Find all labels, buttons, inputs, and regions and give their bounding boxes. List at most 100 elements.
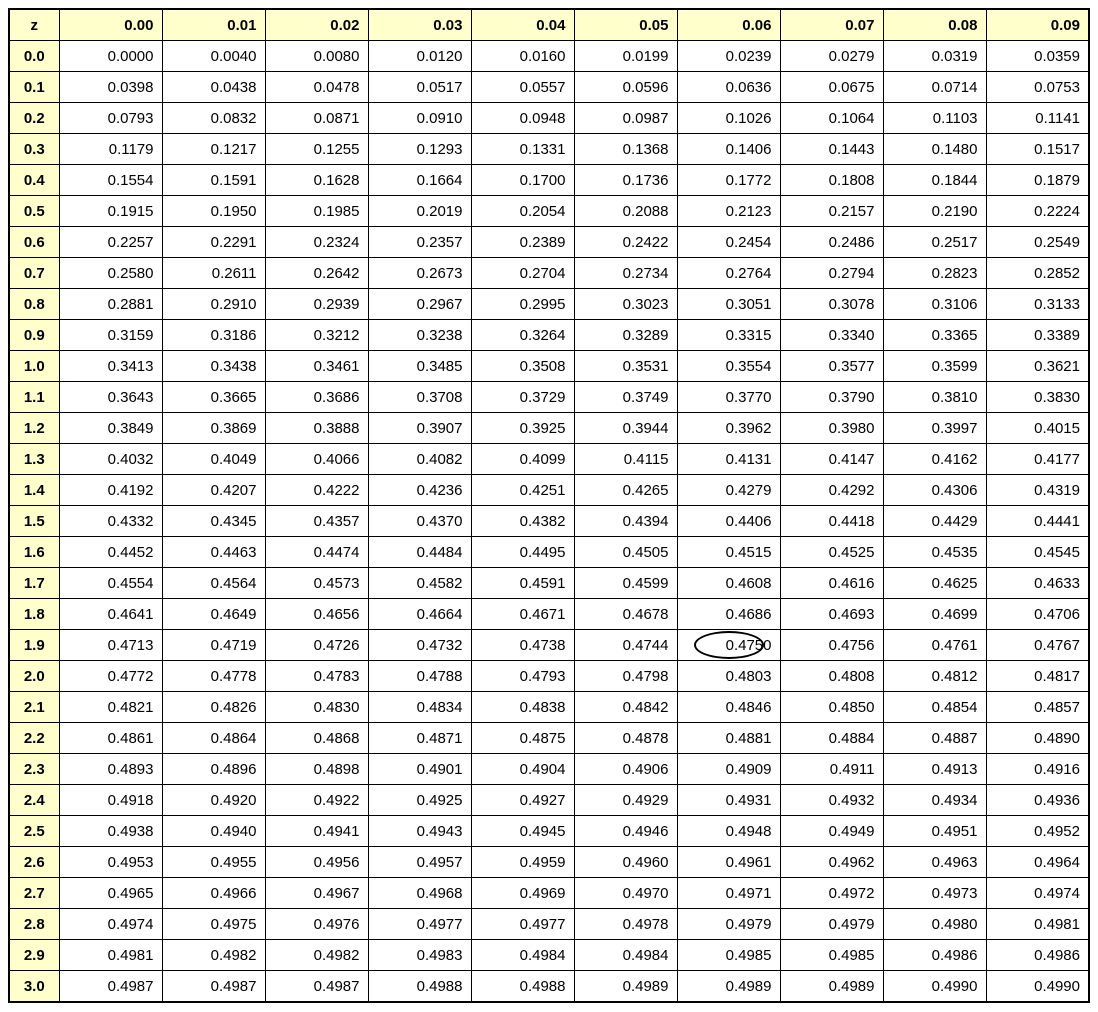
cell: 0.3289	[574, 320, 677, 351]
cell: 0.2549	[986, 227, 1089, 258]
cell: 0.4987	[265, 971, 368, 1003]
cell: 0.4834	[368, 692, 471, 723]
row-header: 1.8	[9, 599, 59, 630]
cell: 0.4207	[162, 475, 265, 506]
cell: 0.3485	[368, 351, 471, 382]
table-row: 1.20.38490.38690.38880.39070.39250.39440…	[9, 413, 1089, 444]
cell: 0.3729	[471, 382, 574, 413]
cell: 0.3106	[883, 289, 986, 320]
col-header: 0.09	[986, 9, 1089, 41]
cell: 0.2123	[677, 196, 780, 227]
cell: 0.0793	[59, 103, 162, 134]
cell: 0.4726	[265, 630, 368, 661]
cell: 0.4599	[574, 568, 677, 599]
cell: 0.4982	[265, 940, 368, 971]
col-header: 0.01	[162, 9, 265, 41]
cell: 0.3554	[677, 351, 780, 382]
cell: 0.4987	[162, 971, 265, 1003]
cell: 0.4916	[986, 754, 1089, 785]
cell: 0.0279	[780, 41, 883, 72]
row-header: 0.4	[9, 165, 59, 196]
row-header: 1.4	[9, 475, 59, 506]
cell: 0.0359	[986, 41, 1089, 72]
cell: 0.4909	[677, 754, 780, 785]
cell: 0.1103	[883, 103, 986, 134]
cell: 0.0000	[59, 41, 162, 72]
cell: 0.1293	[368, 134, 471, 165]
cell: 0.4966	[162, 878, 265, 909]
cell: 0.4406	[677, 506, 780, 537]
cell: 0.4251	[471, 475, 574, 506]
cell: 0.4968	[368, 878, 471, 909]
cell: 0.4693	[780, 599, 883, 630]
z-table: z 0.00 0.01 0.02 0.03 0.04 0.05 0.06 0.0…	[8, 8, 1090, 1003]
cell: 0.0714	[883, 72, 986, 103]
cell: 0.4982	[162, 940, 265, 971]
cell: 0.4463	[162, 537, 265, 568]
cell: 0.4979	[780, 909, 883, 940]
cell: 0.4744	[574, 630, 677, 661]
cell: 0.4738	[471, 630, 574, 661]
cell: 0.3531	[574, 351, 677, 382]
table-row: 2.30.48930.48960.48980.49010.49040.49060…	[9, 754, 1089, 785]
cell: 0.4941	[265, 816, 368, 847]
cell: 0.4953	[59, 847, 162, 878]
cell: 0.4131	[677, 444, 780, 475]
cell: 0.3413	[59, 351, 162, 382]
cell: 0.0040	[162, 41, 265, 72]
cell: 0.0398	[59, 72, 162, 103]
cell: 0.4625	[883, 568, 986, 599]
cell: 0.4015	[986, 413, 1089, 444]
cell: 0.4564	[162, 568, 265, 599]
cell: 0.2881	[59, 289, 162, 320]
cell: 0.0948	[471, 103, 574, 134]
cell: 0.4984	[471, 940, 574, 971]
row-header: 1.5	[9, 506, 59, 537]
col-header: 0.06	[677, 9, 780, 41]
cell: 0.3944	[574, 413, 677, 444]
cell: 0.2704	[471, 258, 574, 289]
cell: 0.4495	[471, 537, 574, 568]
cell: 0.1915	[59, 196, 162, 227]
cell: 0.4778	[162, 661, 265, 692]
cell: 0.4608	[677, 568, 780, 599]
cell: 0.4969	[471, 878, 574, 909]
cell: 0.4854	[883, 692, 986, 723]
table-row: 0.20.07930.08320.08710.09100.09480.09870…	[9, 103, 1089, 134]
row-header: 0.6	[9, 227, 59, 258]
cell: 0.3599	[883, 351, 986, 382]
row-header: 1.2	[9, 413, 59, 444]
cell: 0.4761	[883, 630, 986, 661]
cell: 0.4884	[780, 723, 883, 754]
cell: 0.4525	[780, 537, 883, 568]
cell: 0.3665	[162, 382, 265, 413]
cell: 0.4505	[574, 537, 677, 568]
cell: 0.2190	[883, 196, 986, 227]
row-header: 1.1	[9, 382, 59, 413]
row-header: 1.3	[9, 444, 59, 475]
col-header: 0.03	[368, 9, 471, 41]
cell: 0.0557	[471, 72, 574, 103]
row-header: 0.5	[9, 196, 59, 227]
cell: 0.1772	[677, 165, 780, 196]
cell: 0.3708	[368, 382, 471, 413]
cell: 0.1331	[471, 134, 574, 165]
cell: 0.4292	[780, 475, 883, 506]
cell: 0.4861	[59, 723, 162, 754]
cell: 0.2939	[265, 289, 368, 320]
cell: 0.4929	[574, 785, 677, 816]
cell: 0.4972	[780, 878, 883, 909]
cell: 0.4984	[574, 940, 677, 971]
cell: 0.0438	[162, 72, 265, 103]
cell: 0.4772	[59, 661, 162, 692]
col-header: 0.00	[59, 9, 162, 41]
row-header: 1.6	[9, 537, 59, 568]
cell: 0.4382	[471, 506, 574, 537]
cell: 0.4981	[986, 909, 1089, 940]
cell: 0.4821	[59, 692, 162, 723]
col-header: 0.04	[471, 9, 574, 41]
table-row: 1.00.34130.34380.34610.34850.35080.35310…	[9, 351, 1089, 382]
cell: 0.4222	[265, 475, 368, 506]
cell: 0.4878	[574, 723, 677, 754]
cell: 0.2054	[471, 196, 574, 227]
